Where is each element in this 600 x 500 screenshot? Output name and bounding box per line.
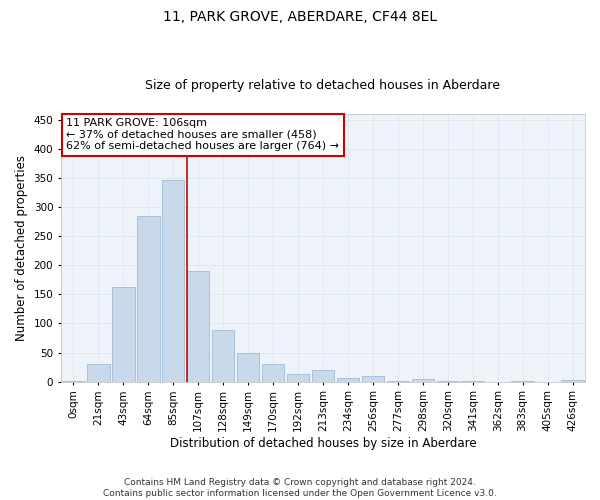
- Bar: [112, 287, 134, 382]
- Y-axis label: Number of detached properties: Number of detached properties: [15, 155, 28, 341]
- Bar: [237, 352, 259, 382]
- Text: 11 PARK GROVE: 106sqm
← 37% of detached houses are smaller (458)
62% of semi-det: 11 PARK GROVE: 106sqm ← 37% of detached …: [66, 118, 339, 151]
- Bar: [87, 364, 110, 382]
- Bar: [62, 380, 85, 382]
- Text: Contains HM Land Registry data © Crown copyright and database right 2024.
Contai: Contains HM Land Registry data © Crown c…: [103, 478, 497, 498]
- Bar: [137, 216, 160, 382]
- Bar: [561, 380, 584, 382]
- Bar: [287, 374, 309, 382]
- Bar: [511, 381, 534, 382]
- Bar: [262, 364, 284, 382]
- Bar: [412, 379, 434, 382]
- Bar: [362, 376, 384, 382]
- Bar: [337, 378, 359, 382]
- Bar: [386, 381, 409, 382]
- Text: 11, PARK GROVE, ABERDARE, CF44 8EL: 11, PARK GROVE, ABERDARE, CF44 8EL: [163, 10, 437, 24]
- Bar: [212, 330, 235, 382]
- Bar: [187, 270, 209, 382]
- Bar: [437, 381, 459, 382]
- X-axis label: Distribution of detached houses by size in Aberdare: Distribution of detached houses by size …: [170, 437, 476, 450]
- Bar: [312, 370, 334, 382]
- Title: Size of property relative to detached houses in Aberdare: Size of property relative to detached ho…: [145, 79, 500, 92]
- Bar: [162, 180, 184, 382]
- Bar: [461, 381, 484, 382]
